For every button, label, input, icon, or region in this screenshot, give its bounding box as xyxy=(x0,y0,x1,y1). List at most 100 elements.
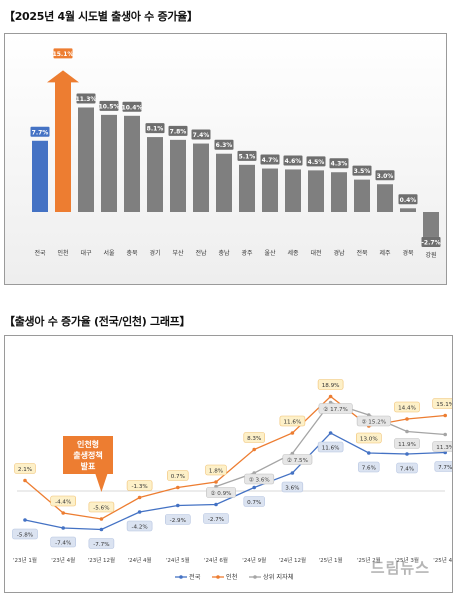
bar-서울 xyxy=(101,114,117,212)
point-label-box xyxy=(282,454,313,465)
point-label: -5.8% xyxy=(17,532,33,538)
point-label: 7.6% xyxy=(362,465,376,471)
bar-value-label: 3.5% xyxy=(354,168,371,175)
series-point-인천 xyxy=(290,431,295,435)
bar-label-box xyxy=(76,93,96,104)
bar-충남 xyxy=(216,153,232,212)
bar-category-label: 충북 xyxy=(126,249,138,257)
series-point-인천 xyxy=(176,485,180,490)
point-label-box xyxy=(50,536,77,548)
legend-label: 전국 xyxy=(189,573,201,581)
series-point-전국 xyxy=(367,451,371,455)
legend-label: 상위 지자체 xyxy=(263,573,294,581)
bar-category-label: 부산 xyxy=(172,249,184,257)
bar-category-label: 대전 xyxy=(310,249,321,257)
bar-value-label: 7.8% xyxy=(170,128,187,135)
point-label: 8.3% xyxy=(247,436,261,442)
bar-value-label: 4.3% xyxy=(331,161,348,168)
point-label: 2.1% xyxy=(18,467,32,473)
x-tick-label: '23년 1월 xyxy=(13,556,37,564)
bar-경기 xyxy=(147,137,163,212)
point-label: -4.2% xyxy=(131,524,147,530)
series-point-전국 xyxy=(99,527,104,532)
point-label-box xyxy=(396,462,418,474)
bar-label-box xyxy=(352,165,372,176)
series-point-인천 xyxy=(443,413,448,418)
point-label-box xyxy=(50,495,77,507)
bar-label-box xyxy=(260,154,280,165)
point-label: -7.7% xyxy=(93,542,109,548)
bar-label-box xyxy=(99,100,119,111)
point-label: -1.3% xyxy=(131,484,147,490)
point-label-box xyxy=(165,514,191,525)
bar-chart-panel: 7.7% 전국 15.1% 인천 11.3% 대구 10.5% 서울 10.4% 충북 8.1% 경기… xyxy=(4,33,447,285)
legend-marker xyxy=(216,575,220,579)
series-point-전국 xyxy=(290,471,295,475)
annotation-text: 출생정책 xyxy=(73,450,102,460)
bar-label-box xyxy=(30,126,50,137)
bar-category-label: 제주 xyxy=(379,249,391,257)
annotation-text: 발표 xyxy=(81,461,96,471)
point-label: ② 15.2% xyxy=(362,418,387,425)
bar-value-label: 6.3% xyxy=(216,142,233,149)
point-label: ② 3.6% xyxy=(249,476,270,483)
series-point-상위 지자체 xyxy=(443,432,448,437)
point-label: 18.9% xyxy=(322,383,340,389)
point-label-box xyxy=(317,379,344,390)
bar-chart-title: 【2025년 4월 시도별 출생아 수 증가율】 xyxy=(4,10,198,23)
x-tick-label: '24년 4월 xyxy=(128,556,152,564)
bar-울산 xyxy=(262,168,278,212)
legend-marker xyxy=(179,575,183,579)
bar-category-label: 강원 xyxy=(425,251,436,259)
series-point-인천 xyxy=(23,478,27,483)
bar-value-label: 7.7% xyxy=(32,129,49,136)
bar-value-label: 10.4% xyxy=(122,104,143,111)
bar-category-label: 전북 xyxy=(356,249,368,257)
series-point-전국 xyxy=(405,452,409,456)
point-label-box xyxy=(356,415,391,427)
point-label-box xyxy=(88,538,115,549)
bar-세종 xyxy=(285,169,301,212)
point-label-box xyxy=(244,473,275,485)
x-tick-label: '24년 12월 xyxy=(279,556,306,564)
bar-대구 xyxy=(78,107,94,212)
series-point-전국 xyxy=(137,510,142,514)
point-label-box xyxy=(358,461,380,473)
point-label: 0.7% xyxy=(171,474,185,480)
x-tick-label: '23년 4월 xyxy=(51,556,75,564)
point-label: -5.6% xyxy=(93,505,109,511)
bar-value-label: 15.1% xyxy=(53,51,74,58)
bar-value-label: 8.1% xyxy=(147,126,164,133)
point-label: 13.0% xyxy=(360,436,378,442)
bar-label-box xyxy=(145,123,165,134)
bar-광주 xyxy=(239,164,255,212)
point-label: ② 17.7% xyxy=(323,406,348,413)
legend-marker xyxy=(253,575,257,579)
point-label-box xyxy=(14,463,36,474)
watermark: 드림뉴스 xyxy=(370,559,430,577)
bar-category-label: 광주 xyxy=(241,250,253,257)
point-label: 3.6% xyxy=(285,485,299,491)
series-point-인천 xyxy=(99,517,104,521)
series-point-인천 xyxy=(328,394,333,399)
point-label-box xyxy=(432,441,452,452)
bar-label-box xyxy=(329,158,349,169)
point-label: 14.4% xyxy=(398,405,416,411)
series-point-전국 xyxy=(214,502,218,507)
bar-경북 xyxy=(400,208,416,212)
x-tick-label: '25년 4월 xyxy=(433,556,452,564)
bar-category-label: 전국 xyxy=(34,249,46,257)
bar-대전 xyxy=(308,170,324,212)
legend-label: 인천 xyxy=(226,573,238,581)
bar-경남 xyxy=(331,172,347,212)
bar-강원 xyxy=(423,212,439,237)
annotation-text: 인천형 xyxy=(77,439,99,449)
point-label: -2.7% xyxy=(208,517,224,523)
bar-label-box xyxy=(306,156,326,167)
bar-label-box xyxy=(398,194,418,205)
bar-value-label: 10.5% xyxy=(99,103,120,110)
point-label-box xyxy=(126,520,153,532)
series-point-전국 xyxy=(61,526,65,530)
bar-전국 xyxy=(32,140,48,212)
point-label: 11.6% xyxy=(284,419,302,425)
